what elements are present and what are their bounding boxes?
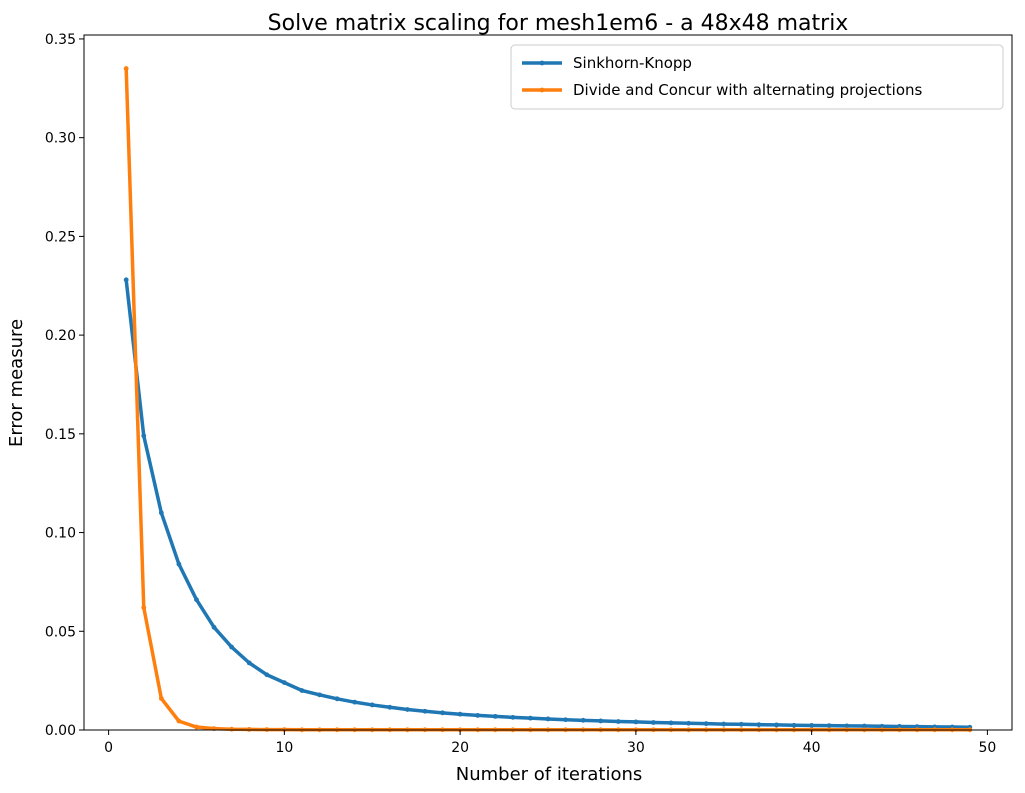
x-tick-label: 10	[275, 740, 293, 756]
data-point-s1-44	[879, 723, 885, 729]
y-tick-label: 0.05	[45, 624, 76, 640]
data-point-s1-16	[387, 704, 393, 710]
x-axis-title: Number of iterations	[456, 764, 643, 785]
data-point-s1-1	[123, 277, 129, 283]
data-point-s2-4	[176, 718, 182, 724]
y-axis: 0.00 0.05 0.10 0.15 0.20 0.25 0.30 0.35	[45, 32, 84, 739]
data-point-s1-30	[633, 719, 639, 725]
data-point-s1-21	[475, 712, 481, 718]
data-point-s1-6	[211, 624, 217, 630]
data-point-s1-23	[510, 714, 516, 720]
data-point-s1-38	[774, 722, 779, 728]
data-point-s2-7	[229, 726, 235, 732]
legend-label-2: Divide and Concur with alternating proje…	[573, 81, 923, 99]
data-point-s1-36	[738, 721, 744, 727]
legend-marker-2	[539, 87, 545, 93]
data-point-s1-43	[861, 723, 867, 729]
plot-area	[83, 34, 1013, 733]
data-point-s1-45	[897, 724, 902, 729]
data-point-s1-22	[492, 713, 498, 719]
data-point-s1-17	[404, 707, 410, 712]
x-tick-label: 0	[104, 740, 113, 756]
data-point-s1-39	[791, 722, 797, 728]
data-point-s1-2	[141, 433, 147, 439]
data-point-s1-18	[422, 708, 428, 714]
y-tick-label: 0.25	[45, 229, 76, 245]
legend-box	[510, 44, 1004, 110]
legend-marker-1	[539, 60, 545, 66]
data-point-s2-5	[194, 724, 199, 730]
data-point-s1-26	[563, 717, 568, 723]
data-point-s1-13	[334, 696, 340, 702]
data-point-s1-9	[264, 672, 270, 678]
data-point-s1-24	[528, 715, 533, 721]
data-point-s1-41	[826, 723, 832, 729]
data-point-s1-32	[668, 720, 674, 726]
data-point-s1-37	[756, 722, 762, 728]
y-tick-label: 0.20	[45, 328, 76, 344]
data-point-s1-27	[580, 717, 586, 723]
data-point-s2-3	[158, 696, 164, 701]
y-tick-label: 0.30	[45, 131, 76, 147]
x-tick-label: 50	[978, 740, 996, 756]
data-point-s1-5	[194, 597, 199, 603]
data-point-s2-2	[141, 605, 147, 610]
data-point-s1-31	[651, 720, 656, 725]
data-point-s1-3	[158, 510, 164, 516]
y-tick-label: 0.15	[45, 427, 76, 443]
data-point-s1-25	[545, 716, 551, 722]
data-point-s1-29	[615, 719, 621, 724]
data-point-s1-7	[229, 644, 235, 650]
data-point-s1-35	[721, 721, 727, 727]
data-point-s1-4	[176, 561, 182, 567]
data-point-s1-10	[281, 680, 287, 686]
x-tick-label: 30	[627, 740, 645, 756]
data-point-s1-8	[246, 660, 252, 666]
data-point-s1-12	[317, 692, 322, 698]
data-point-s1-14	[352, 699, 358, 705]
data-point-s1-34	[703, 721, 709, 727]
y-tick-label: 0.35	[45, 32, 76, 48]
data-point-s2-8	[246, 727, 252, 732]
x-tick-label: 40	[803, 740, 821, 756]
chart-title: Solve matrix scaling for mesh1em6 - a 48…	[268, 11, 849, 36]
legend: Sinkhorn-Knopp Divide and Concur with alt…	[510, 44, 1004, 110]
data-point-s1-15	[369, 702, 375, 708]
x-axis: 0 10 20 30 40 50	[104, 730, 996, 756]
data-point-s1-40	[809, 723, 815, 728]
data-point-s1-11	[299, 688, 305, 693]
y-tick-label: 0.00	[45, 723, 76, 739]
y-axis-title: Error measure	[6, 319, 27, 447]
data-point-s2-1	[123, 66, 129, 71]
data-point-s1-20	[457, 711, 463, 717]
y-tick-label: 0.10	[45, 526, 76, 542]
data-point-s1-28	[598, 718, 604, 724]
data-point-s1-19	[440, 710, 445, 716]
data-point-s1-33	[686, 720, 692, 726]
x-tick-label: 20	[451, 740, 469, 756]
axes-frame	[83, 34, 1013, 731]
data-point-s1-42	[844, 723, 850, 729]
legend-label-1: Sinkhorn-Knopp	[573, 54, 692, 72]
